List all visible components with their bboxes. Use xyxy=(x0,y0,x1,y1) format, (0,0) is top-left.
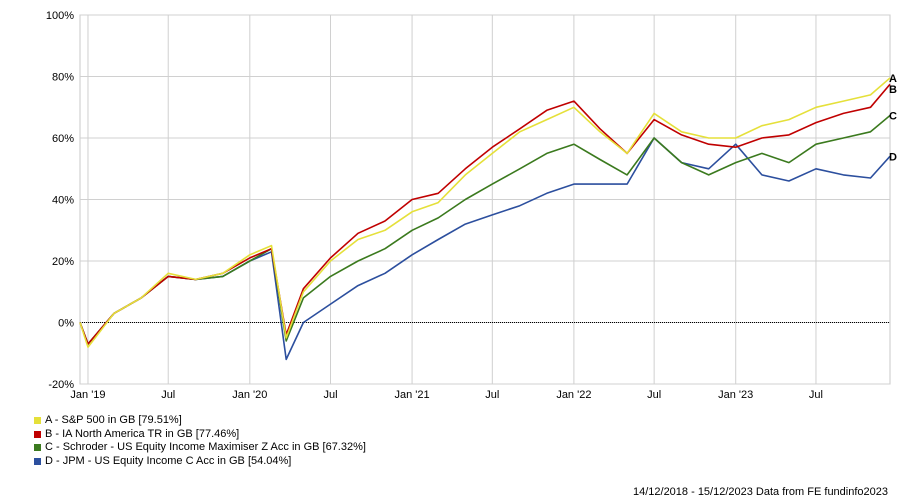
legend: A - S&P 500 in GB [79.51%] B - IA North A… xyxy=(34,414,366,468)
line-chart: -20% 0% 20% 40% 60% 80% 100% Jan '19 Jul Jan '20… xyxy=(46,10,897,401)
y-axis-ticks: -20% 0% 20% 40% 60% 80% 100% xyxy=(46,10,74,391)
series-end-labels: AB C D xyxy=(889,73,897,163)
series-lines xyxy=(79,77,891,361)
series-end-label-a: A xyxy=(889,73,897,85)
x-tick-label: Jul xyxy=(647,389,661,401)
legend-item-d: D - JPM - US Equity Income C Acc in GB [… xyxy=(34,455,366,469)
legend-swatch xyxy=(34,430,41,438)
legend-label: D - JPM - US Equity Income C Acc in GB [… xyxy=(45,454,292,467)
x-tick-label: Jul xyxy=(485,389,499,401)
x-tick-label: Jan '20 xyxy=(232,389,267,401)
x-tick-label: Jan '22 xyxy=(556,389,591,401)
series-line-a xyxy=(79,77,891,348)
y-tick-label: 100% xyxy=(46,10,74,22)
x-tick-label: Jul xyxy=(809,389,823,401)
y-tick-label: 0% xyxy=(58,318,74,330)
y-tick-label: 20% xyxy=(52,256,74,268)
x-tick-label: Jul xyxy=(161,389,175,401)
y-tick-label: 80% xyxy=(52,72,74,84)
y-tick-label: 60% xyxy=(52,133,74,145)
x-tick-label: Jul xyxy=(323,389,337,401)
x-axis-ticks: Jan '19 Jul Jan '20 Jul Jan '21 Jul Jan '22 Jul… xyxy=(70,389,823,401)
x-tick-label: Jan '21 xyxy=(394,389,429,401)
legend-item-a: A - S&P 500 in GB [79.51%] xyxy=(34,414,366,428)
footer-source: 14/12/2018 - 15/12/2023 Data from FE fun… xyxy=(632,486,888,498)
x-tick-label: Jan '23 xyxy=(718,389,753,401)
y-tick-label: 40% xyxy=(52,195,74,207)
y-tick-label: -20% xyxy=(48,379,74,391)
series-end-label-c: C xyxy=(889,110,897,122)
series-line-c xyxy=(79,114,891,345)
legend-swatch xyxy=(34,417,41,425)
legend-item-b: B - IA North America TR in GB [77.46%] xyxy=(34,428,366,442)
legend-label: A - S&P 500 in GB [79.51%] xyxy=(45,414,182,427)
legend-label: B - IA North America TR in GB [77.46%] xyxy=(45,427,240,440)
legend-swatch xyxy=(34,457,41,465)
legend-label: C - Schroder - US Equity Income Maximise… xyxy=(45,441,366,454)
series-end-label-b: B xyxy=(889,84,897,96)
x-tick-label: Jan '19 xyxy=(70,389,105,401)
legend-swatch xyxy=(34,444,41,452)
legend-item-c: C - Schroder - US Equity Income Maximise… xyxy=(34,441,366,455)
series-end-label-d: D xyxy=(889,151,897,163)
